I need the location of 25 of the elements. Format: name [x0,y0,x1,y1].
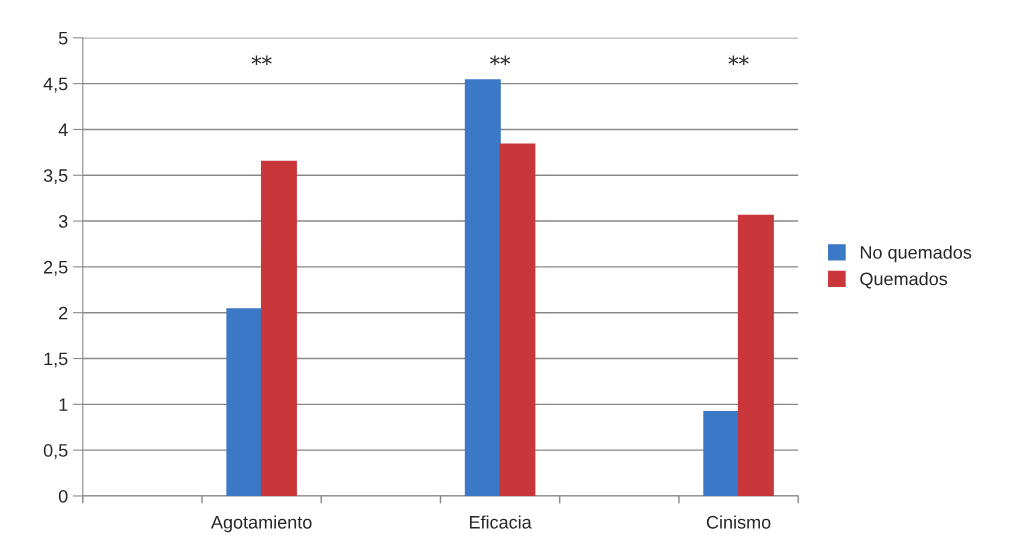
x-tick-label: Eficacia [469,515,532,529]
legend-label: No quemados [860,245,972,263]
x-tick-label: Cinismo [706,515,771,529]
bar [703,410,740,496]
bar [499,143,536,496]
y-tick-label: 4,5 [43,77,68,93]
bar [260,160,297,496]
y-tick-label: 1 [59,398,68,411]
y-tick-label: 2 [59,306,68,320]
annotation: ** [728,55,749,66]
bar [464,79,501,496]
y-tick-label: 5 [58,31,68,45]
bar [226,308,263,496]
y-tick-label: 3,5 [43,169,68,185]
y-tick-label: 2,5 [44,260,68,276]
y-tick-label: 0 [58,489,68,503]
y-tick-label: 3 [58,215,68,228]
bar [737,214,774,496]
y-tick-label: 1,5 [44,352,68,368]
y-tick-label: 0,5 [43,444,68,459]
x-tick-label: Agotamiento [210,515,312,533]
annotation: ** [251,55,272,66]
legend-label: Quemados [860,272,948,289]
y-tick-label: 4 [58,123,68,136]
annotation: ** [490,55,511,66]
